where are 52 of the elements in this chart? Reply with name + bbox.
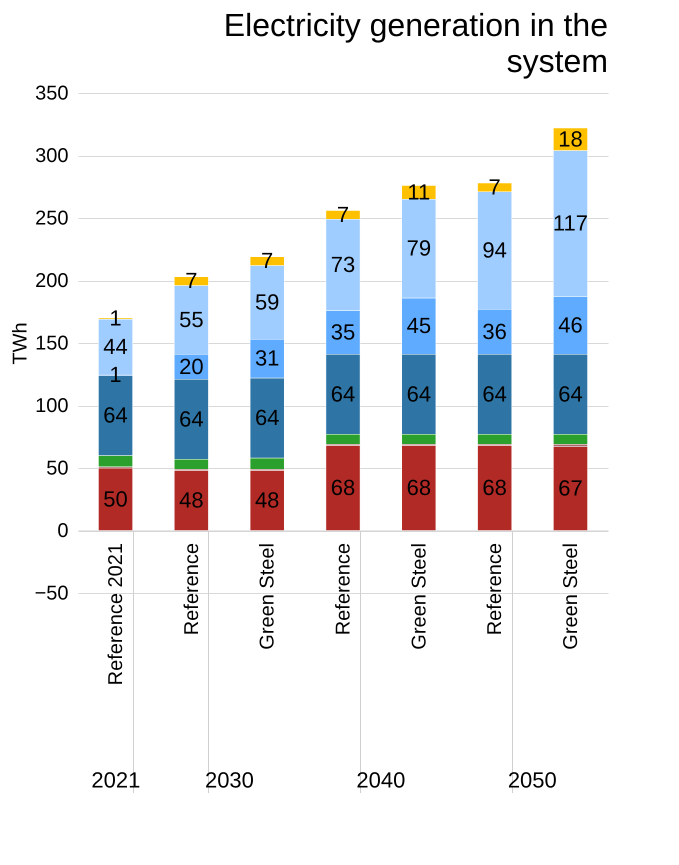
data-label: 50 <box>103 486 128 512</box>
data-label: 117 <box>552 210 588 236</box>
x-tick-label: Reference 2021 <box>105 543 128 686</box>
data-label: 45 <box>406 313 432 338</box>
data-label: 68 <box>482 475 507 500</box>
y-tick-label: 300 <box>35 145 68 167</box>
y-tick-label: 50 <box>46 458 68 480</box>
data-label: 67 <box>558 476 583 501</box>
data-label: 64 <box>406 381 432 406</box>
data-label: 68 <box>406 475 432 500</box>
y-tick-label: 250 <box>35 208 68 230</box>
data-label: 64 <box>558 381 583 406</box>
x-tick-label: Reference <box>484 543 506 636</box>
x-tick-label: Green Steel <box>256 543 279 650</box>
data-label: 48 <box>254 488 280 512</box>
data-label: 1 <box>109 362 122 387</box>
data-label: 94 <box>482 238 507 262</box>
y-tick-label: 150 <box>35 332 68 354</box>
data-label: 18 <box>558 126 583 152</box>
text: 2050 <box>508 768 557 792</box>
y-axis-title: TWh <box>10 322 32 365</box>
data-label: 31 <box>254 346 280 371</box>
data-label: 73 <box>330 252 356 277</box>
data-label: 79 <box>406 236 432 261</box>
data-label: 11 <box>407 179 430 204</box>
data-label: 64 <box>103 402 128 428</box>
data-label: 35 <box>330 319 356 344</box>
text: 2030 <box>204 768 254 792</box>
data-label: 68 <box>330 475 356 500</box>
y-tick-label: 200 <box>35 270 68 292</box>
y-tick-label: 100 <box>35 395 68 417</box>
data-label: 64 <box>254 405 280 430</box>
data-label: 64 <box>482 381 507 406</box>
text: 2021 <box>91 768 140 792</box>
data-label: 46 <box>558 312 583 338</box>
x-tick-label: Reference <box>332 543 354 636</box>
data-label: 36 <box>482 318 507 344</box>
data-label: 64 <box>179 406 204 432</box>
y-tick-label: −50 <box>34 582 68 604</box>
chart-title: Electricity generation in the system <box>224 7 608 79</box>
data-label: 55 <box>179 306 204 332</box>
x-tick-label: Green Steel <box>408 543 430 650</box>
y-tick-label: 0 <box>57 520 68 542</box>
data-label: 59 <box>254 289 280 314</box>
y-tick-label: 350 <box>35 82 68 104</box>
data-label: 44 <box>103 334 128 359</box>
text: 2040 <box>356 768 406 792</box>
data-label: 20 <box>179 354 204 379</box>
x-tick-label: Reference <box>180 543 203 636</box>
data-label: 48 <box>179 488 204 512</box>
data-label: 64 <box>330 381 356 406</box>
x-tick-label: Green Steel <box>560 543 582 650</box>
